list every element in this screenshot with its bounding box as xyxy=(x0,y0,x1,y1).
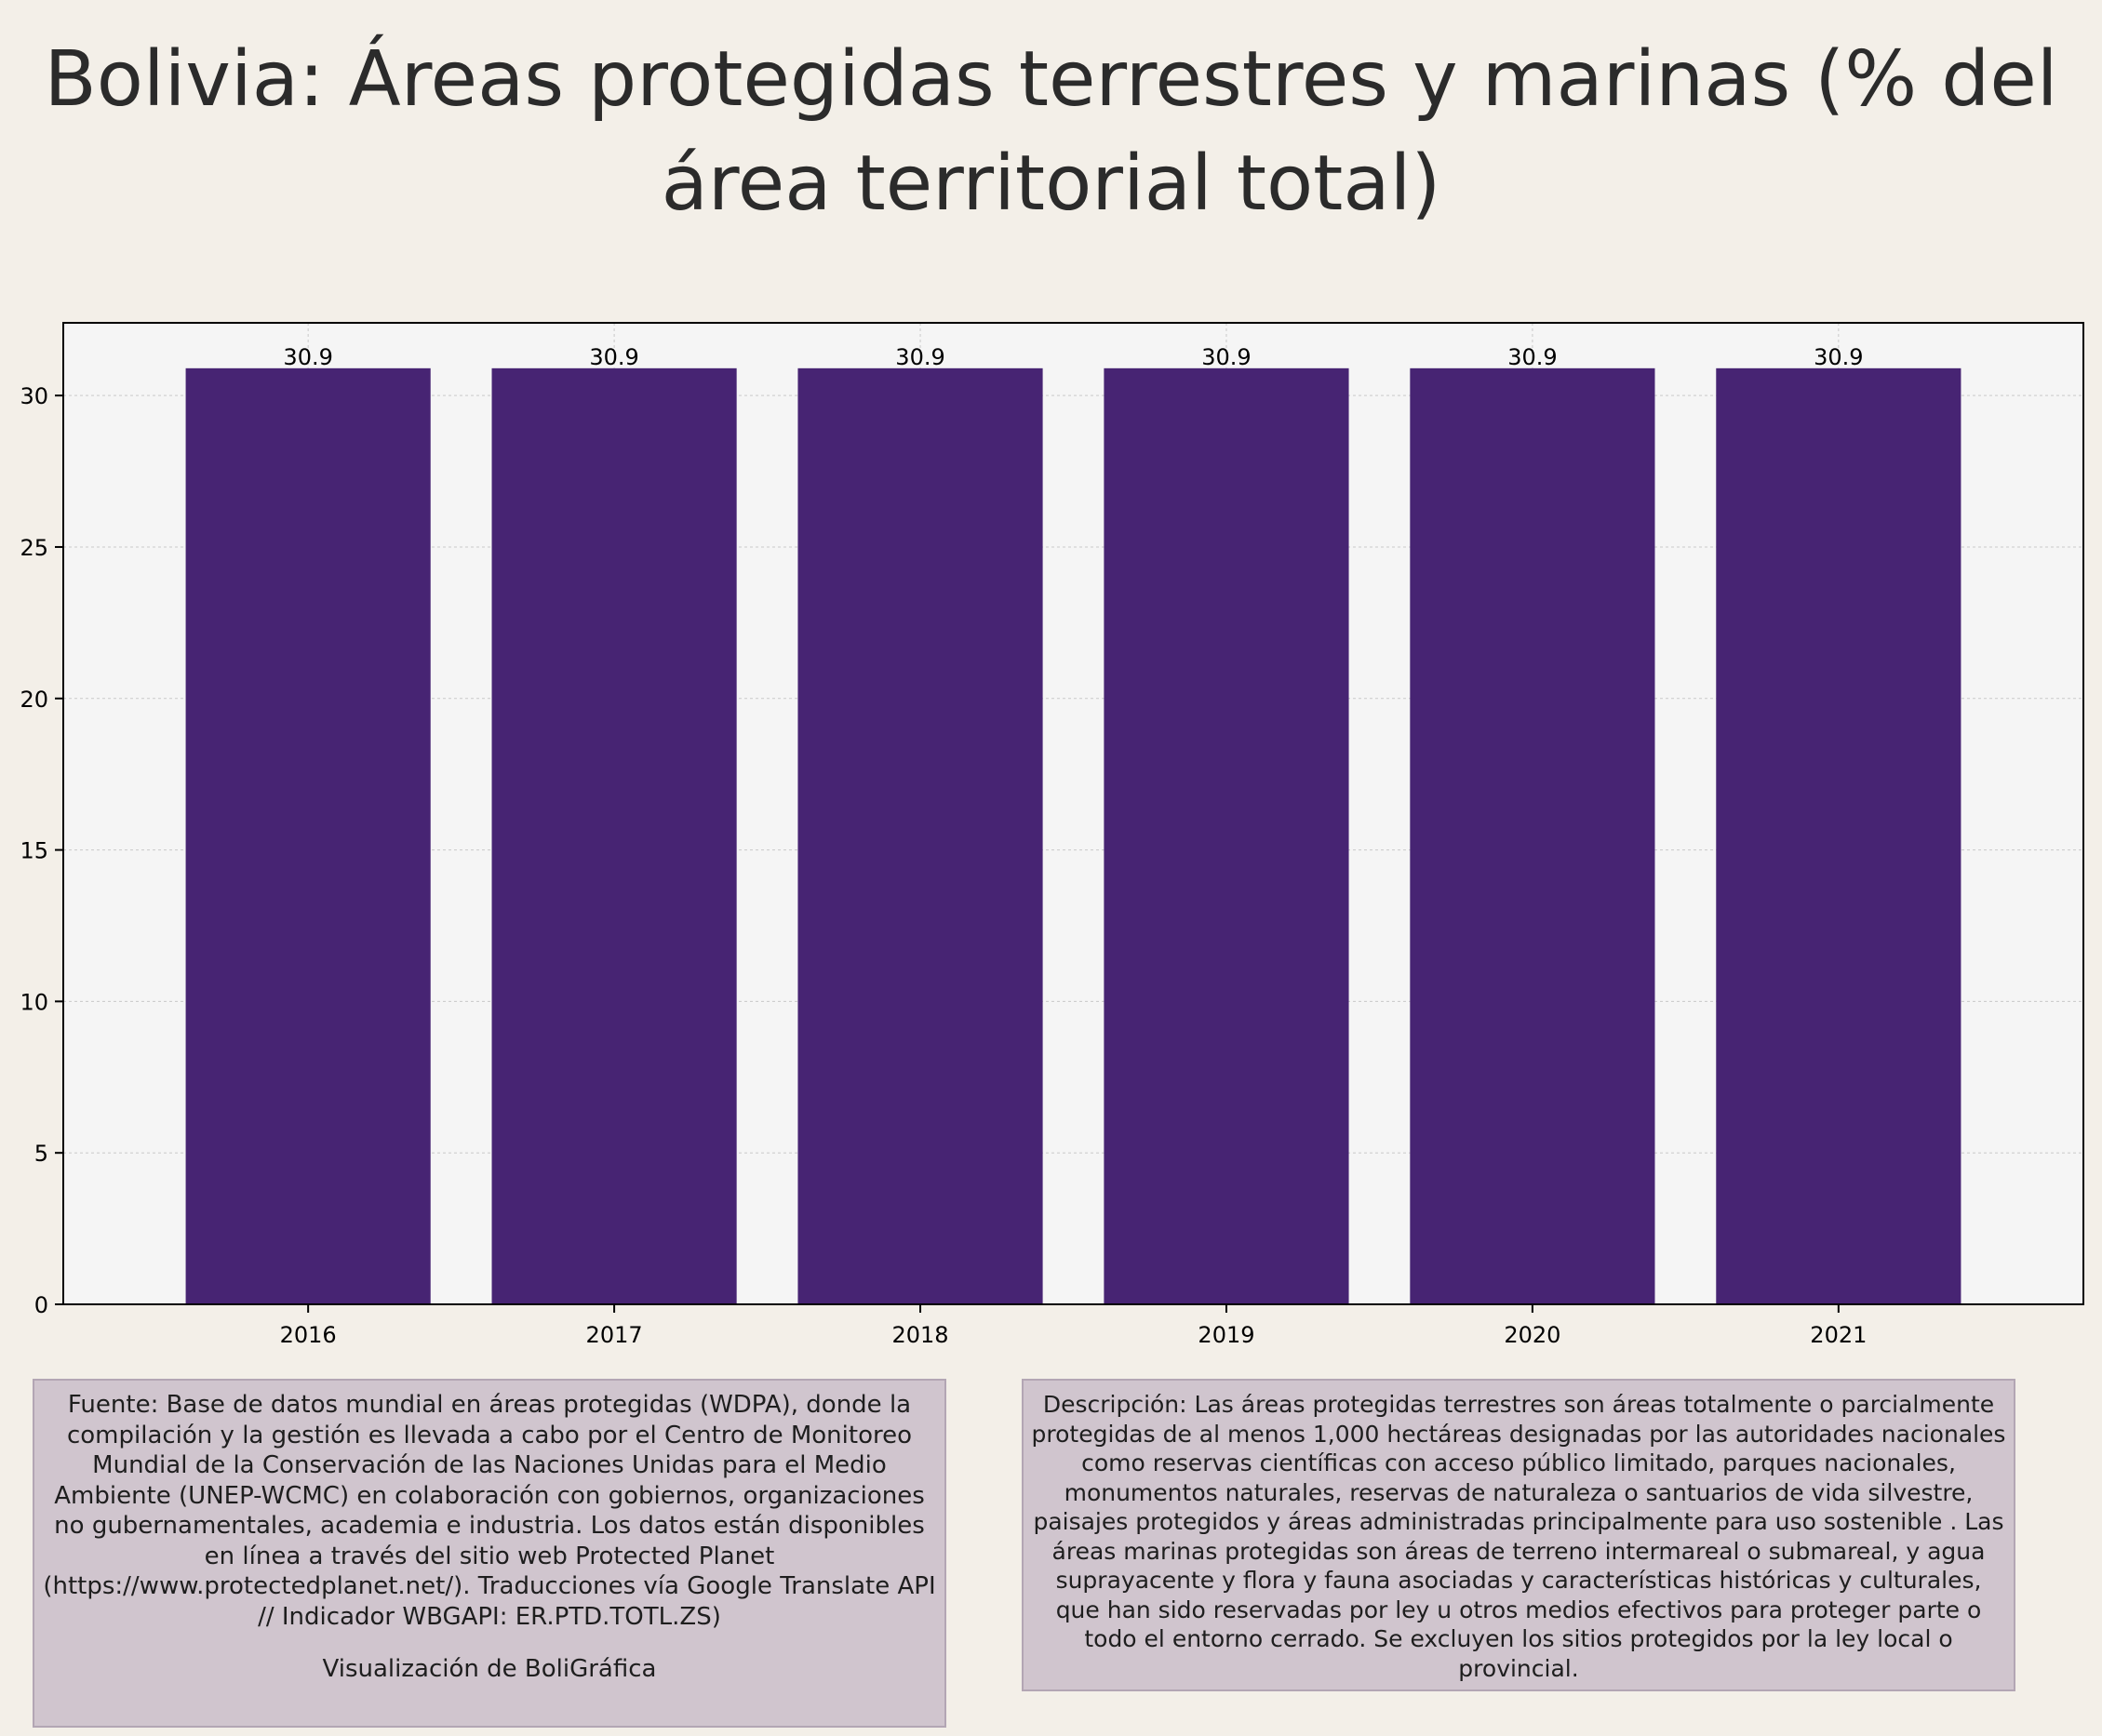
y-tick-label: 15 xyxy=(20,838,48,864)
y-tick-label: 25 xyxy=(20,535,48,561)
x-tick-label: 2018 xyxy=(891,1322,948,1348)
credit-text: Visualización de BoliGráfica xyxy=(322,1655,657,1683)
bar xyxy=(797,367,1043,1304)
data-label: 30.9 xyxy=(1814,344,1863,370)
data-label: 30.9 xyxy=(589,344,638,370)
data-label: 30.9 xyxy=(1507,344,1557,370)
y-axis-ticks: 0 5 10 15 20 25 30 xyxy=(20,383,63,1318)
x-tick-label: 2017 xyxy=(586,1322,643,1348)
y-tick-label: 5 xyxy=(34,1141,48,1167)
bar xyxy=(1410,367,1655,1304)
plot-frame xyxy=(62,322,2084,1305)
data-labels: 30.9 30.9 30.9 30.9 30.9 30.9 xyxy=(283,344,1863,370)
source-text: Fuente: Base de datos mundial en áreas p… xyxy=(43,1391,936,1631)
y-tick-label: 0 xyxy=(34,1292,48,1318)
bars xyxy=(185,367,1961,1304)
y-tick-label: 20 xyxy=(20,687,48,713)
x-tick-label: 2016 xyxy=(280,1322,337,1348)
description-note: Descripción: Las áreas protegidas terres… xyxy=(1022,1379,2015,1691)
data-label: 30.9 xyxy=(895,344,944,370)
source-note: Fuente: Base de datos mundial en áreas p… xyxy=(33,1379,946,1728)
data-label: 30.9 xyxy=(283,344,332,370)
data-label: 30.9 xyxy=(1201,344,1251,370)
y-tick-label: 30 xyxy=(20,383,48,409)
bar xyxy=(185,367,431,1304)
y-tick-label: 10 xyxy=(20,989,48,1015)
chart-title: Bolivia: Áreas protegidas terrestres y m… xyxy=(44,35,2058,228)
x-tick-label: 2021 xyxy=(1810,1322,1867,1348)
x-tick-label: 2019 xyxy=(1198,1322,1254,1348)
x-tick-label: 2020 xyxy=(1504,1322,1560,1348)
bar xyxy=(1104,367,1349,1304)
bar xyxy=(1716,367,1961,1304)
bar xyxy=(491,367,737,1304)
description-text: Descripción: Las áreas protegidas terres… xyxy=(1031,1391,2006,1682)
x-axis-ticks: 2016 2017 2018 2019 2020 2021 xyxy=(280,1304,1867,1348)
